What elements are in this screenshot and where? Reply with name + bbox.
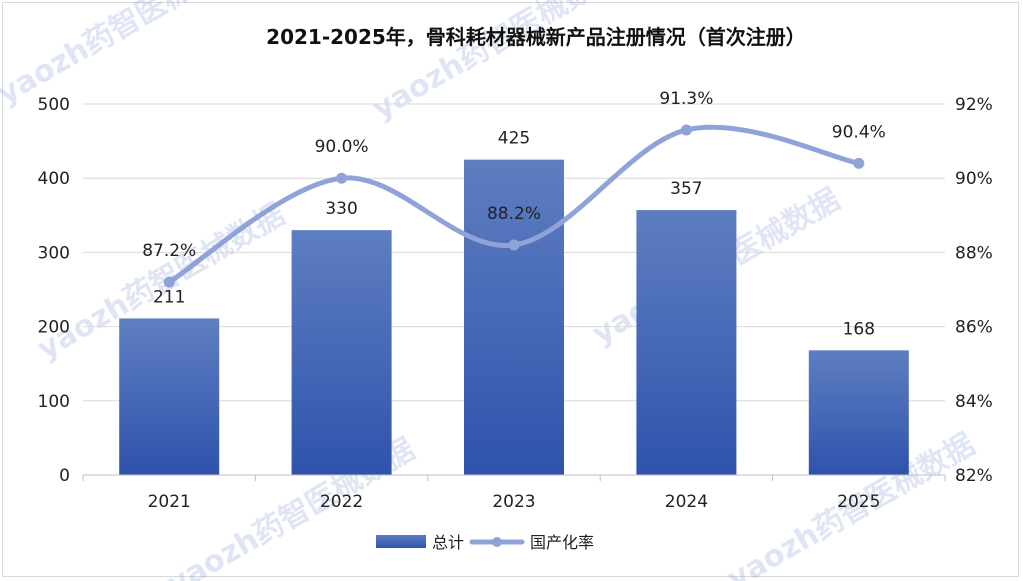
x-axis [82, 474, 946, 481]
watermark: yaozh药智医械数据 [367, 0, 626, 127]
line-data-label: 91.3% [659, 89, 713, 109]
line-point [336, 172, 348, 184]
bar [119, 318, 220, 475]
y-axis-left: 0 100 200 300 400 500 [38, 95, 70, 486]
line-data-label: 90.4% [832, 122, 886, 142]
y-left-tick-label: 0 [59, 466, 70, 486]
bar [464, 159, 564, 475]
y-left-tick-label: 400 [38, 169, 70, 189]
y-right-tick-label: 86% [955, 318, 993, 338]
line-data-label: 90.0% [315, 137, 369, 157]
line-point [853, 157, 865, 169]
legend-line-label: 国产化率 [530, 533, 594, 552]
y-left-tick-label: 300 [38, 243, 70, 263]
x-tick-label: 2021 [148, 492, 191, 512]
legend: 总计 国产化率 [376, 533, 594, 552]
line-point [163, 276, 175, 288]
legend-line-marker [492, 537, 502, 547]
y-axis-right: 82% 84% 86% 88% 90% 92% [955, 95, 993, 486]
y-left-tick-label: 500 [38, 95, 70, 115]
y-right-tick-label: 82% [955, 466, 993, 486]
line-data-label: 88.2% [487, 204, 541, 224]
line-series [163, 124, 865, 288]
x-axis-ticks: 2021 2022 2023 2024 2025 [148, 492, 881, 512]
line-point [508, 239, 520, 251]
y-right-tick-label: 88% [955, 243, 993, 263]
line-point [680, 124, 692, 136]
bar-data-label: 168 [843, 319, 875, 339]
data-labels: 211 330 425 357 168 87.2% 90.0% 88.2% 91.3% 90.4% [142, 89, 886, 339]
y-left-tick-label: 100 [38, 392, 70, 412]
bar-data-label: 330 [325, 199, 357, 219]
bar [636, 210, 737, 475]
chart-title: 2021-2025年，骨科耗材器械新产品注册情况（首次注册） [266, 25, 806, 49]
y-left-tick-label: 200 [38, 318, 70, 338]
bar-data-label: 357 [670, 179, 702, 199]
x-tick-label: 2024 [665, 492, 708, 512]
bar-series [119, 159, 909, 475]
y-right-tick-label: 92% [955, 95, 993, 115]
x-tick-label: 2025 [837, 492, 880, 512]
legend-bar-label: 总计 [432, 533, 464, 552]
x-tick-label: 2023 [492, 492, 535, 512]
x-tick-label: 2022 [320, 492, 363, 512]
legend-bar-swatch [376, 535, 426, 548]
bar [808, 350, 909, 475]
y-right-tick-label: 90% [955, 169, 993, 189]
bar-data-label: 425 [498, 129, 530, 149]
bar-data-label: 211 [153, 287, 185, 307]
y-right-tick-label: 84% [955, 392, 993, 412]
bar [291, 230, 392, 475]
line-data-label: 87.2% [142, 241, 196, 261]
